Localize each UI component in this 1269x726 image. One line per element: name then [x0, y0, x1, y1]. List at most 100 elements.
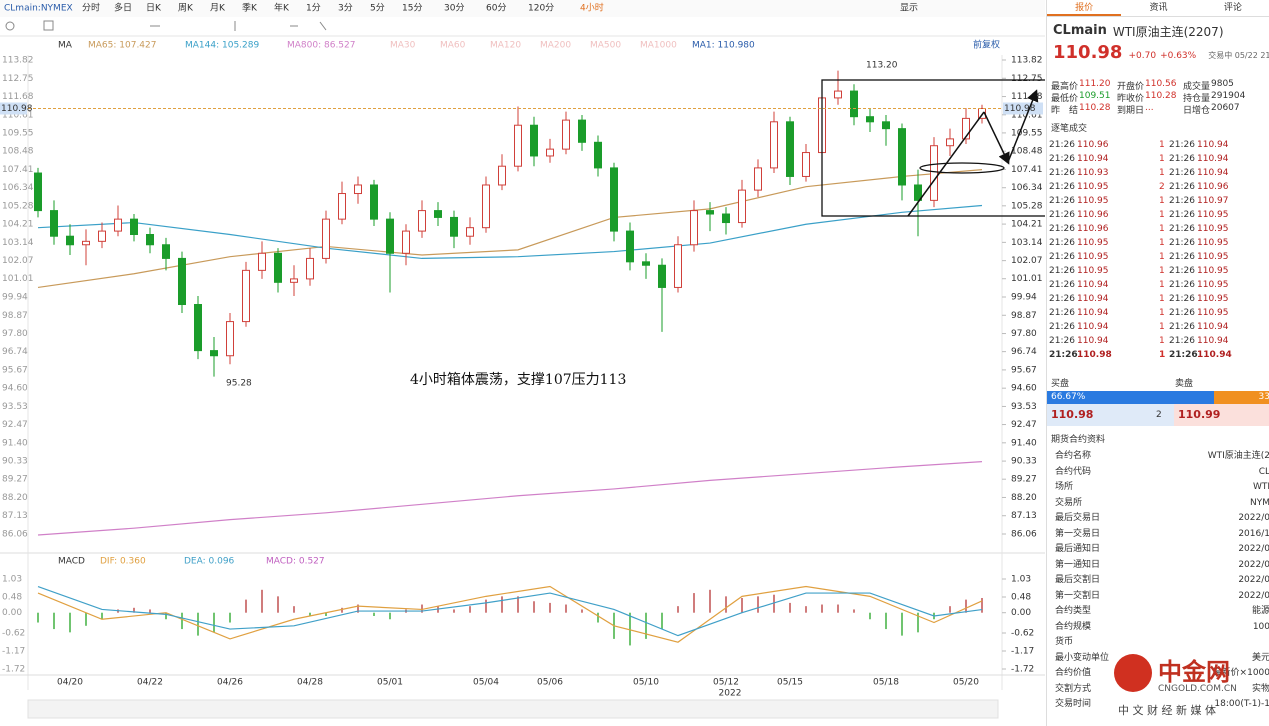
candle-body — [770, 121, 778, 169]
ma-legend-inactive: MA30 — [390, 41, 416, 51]
info-label: 货币 — [1055, 637, 1074, 647]
trade-cell: 21:26 — [1169, 210, 1195, 220]
info-value: WTI — [1252, 482, 1269, 492]
y-tick-label: 99.94 — [2, 293, 28, 303]
y-tick-label: 90.33 — [2, 457, 28, 467]
trade-cell: 21:26 — [1049, 196, 1075, 206]
macd-tick-label: -1.17 — [1011, 647, 1034, 657]
y-tick-label: 91.40 — [2, 438, 28, 448]
trade-cell: 1 — [1159, 224, 1165, 234]
trade-row: 21:26 110.96 1 21:26 110.95 — [1049, 208, 1269, 222]
candle-body — [82, 240, 90, 246]
info-value: 美元 — [1251, 652, 1269, 663]
period-tab[interactable]: 3分 — [338, 3, 353, 14]
x-tick-label: 05/12 — [713, 678, 739, 688]
trade-cell: 110.95 — [1077, 266, 1109, 276]
y-tick-label: 88.20 — [2, 493, 28, 503]
candle-body — [434, 210, 442, 218]
trade-cell: 21:26 — [1169, 350, 1198, 360]
candle-body — [418, 210, 426, 232]
period-tab[interactable]: 年K — [274, 2, 290, 14]
info-row: 合约类型 能源 — [1055, 604, 1269, 620]
tab[interactable]: 资讯 — [1149, 3, 1168, 13]
period-tab[interactable]: 60分 — [486, 3, 506, 14]
adjust[interactable]: 前复权 — [973, 39, 1000, 51]
info-row: 第一交易日 2016/1 — [1055, 527, 1269, 543]
period-tab[interactable]: 分时 — [82, 2, 100, 14]
ma-legend: MA144: 105.289 — [185, 41, 259, 51]
display-menu[interactable]: 显示 — [900, 3, 918, 14]
candle-body — [946, 138, 954, 147]
tab[interactable]: 报价 — [1047, 0, 1122, 16]
y-tick-label: 107.41 — [1011, 165, 1043, 175]
candle-body — [242, 269, 250, 323]
trade-cell: 110.94 — [1197, 154, 1229, 164]
x-tick-label: 04/22 — [137, 678, 163, 688]
y-tick-label: 103.14 — [2, 238, 34, 248]
info-row: 交割方式 实物 — [1055, 682, 1269, 698]
info-label: 第一交易日 — [1055, 528, 1101, 539]
info-label: 合约价值 — [1055, 668, 1092, 678]
candle-body — [66, 235, 74, 246]
candle-body — [514, 124, 522, 167]
scrollbar[interactable] — [27, 699, 999, 719]
trade-cell: 21:26 — [1049, 182, 1075, 192]
indicator: MA — [58, 41, 73, 51]
y-tick-label: 105.28 — [1011, 201, 1043, 211]
candle-body — [914, 184, 922, 201]
info-row: 第一交割日 2022/0 — [1055, 589, 1269, 605]
candle-body — [386, 218, 394, 254]
period-tab[interactable]: 日K — [146, 3, 162, 14]
info-value: 2022/0 — [1238, 575, 1269, 585]
trade-cell: 21:26 — [1049, 280, 1075, 290]
trade-cell: 1 — [1159, 210, 1165, 220]
info-value: 2022/0 — [1238, 513, 1269, 523]
trade-cell: 1 — [1159, 294, 1165, 304]
stat-value: 110.28 — [1145, 91, 1177, 101]
period-tab[interactable]: 1分 — [306, 3, 321, 14]
stat-value: 110.28 — [1079, 103, 1111, 113]
stat-label: 最高价 — [1051, 82, 1079, 91]
period-tab[interactable]: 多日 — [114, 2, 132, 14]
price-row: 110.98 +0.70+0.63% 交易中 05/22 21:26 — [1053, 42, 1269, 63]
period-tab[interactable]: 120分 — [528, 3, 554, 14]
ma-legend-inactive: MA120 — [490, 41, 521, 51]
trade-cell: 1 — [1159, 308, 1165, 318]
period-tab[interactable]: 5分 — [370, 3, 385, 14]
y-tick-label: 95.67 — [2, 365, 28, 375]
chart-area: CLmain:NYMEX 分时 多日 日K 周K 月K 季K 年K 1分 3分 5分 15分 30分 60… — [0, 0, 1045, 719]
y-tick-label: 107.41 — [2, 165, 34, 175]
trade-cell: 110.95 — [1197, 238, 1229, 248]
period-tab[interactable]: 季K — [242, 2, 258, 14]
x-tick-label: 04/26 — [217, 678, 243, 688]
y-tick-label: 92.47 — [1011, 420, 1037, 430]
quote-panel: 报价 资讯 评论 CLmain WTI原油主连(2207) 110.98 +0.70 +0.6… — [1046, 0, 1269, 726]
candle-body — [850, 90, 858, 118]
symbol[interactable]: CLmain:NYMEX — [4, 4, 73, 14]
period-tab[interactable]: 30分 — [444, 3, 464, 14]
info-value: 2022/0 — [1238, 544, 1269, 554]
trade-row: 21:26 110.94 1 21:26 110.95 — [1049, 292, 1269, 306]
x-tick-label: 05/06 — [537, 678, 563, 688]
period-tab[interactable]: 4小时 — [580, 2, 604, 14]
candle-body — [466, 227, 474, 237]
x-tick-label: 04/20 — [57, 678, 83, 688]
candle-body — [498, 165, 506, 186]
period-tab[interactable]: 15分 — [402, 3, 422, 14]
stat-label: 成交量 — [1183, 82, 1211, 91]
macd-tick-label: -0.62 — [2, 629, 25, 639]
y-tick-label: 113.82 — [2, 56, 34, 66]
trade-row: 21:26 110.95 1 21:26 110.95 — [1049, 264, 1269, 278]
trade-cell: 21:26 — [1169, 154, 1195, 164]
macd-tick-label: 0.48 — [2, 593, 22, 603]
y-tick-label: 92.47 — [2, 420, 28, 430]
period-tab[interactable]: 周K — [178, 3, 194, 14]
macd-tick-label: -0.62 — [1011, 629, 1034, 639]
tab[interactable]: 评论 — [1223, 3, 1242, 13]
y-tick-label: 97.80 — [1011, 329, 1037, 339]
trade-cell: 1 — [1159, 168, 1165, 178]
candle-body — [690, 210, 698, 246]
period-tab[interactable]: 月K — [210, 3, 226, 14]
info-row: 最后交易日 2022/0 — [1055, 511, 1269, 527]
y-tick-label: 89.27 — [2, 475, 28, 485]
